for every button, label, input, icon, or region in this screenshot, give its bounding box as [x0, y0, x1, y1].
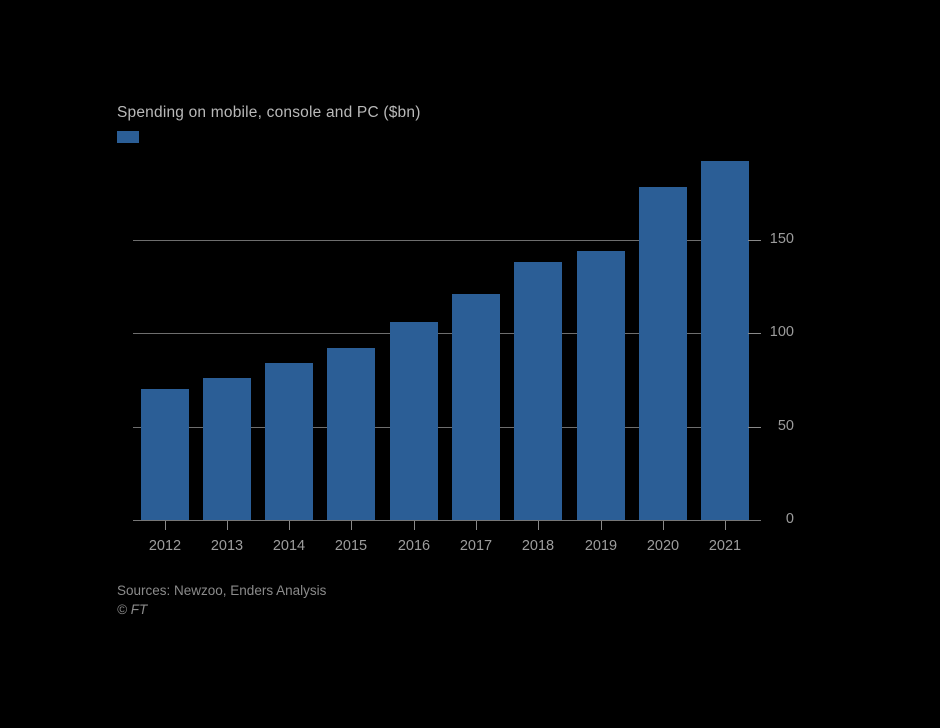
x-tick-2015	[351, 521, 352, 530]
source-note: Sources: Newzoo, Enders Analysis	[117, 583, 327, 598]
y-tick-150	[748, 240, 761, 241]
y-tick-100	[748, 333, 761, 334]
bar-2016	[390, 322, 438, 520]
bar-2014	[265, 363, 313, 520]
x-tick-label-2012: 2012	[148, 538, 182, 554]
bar-2020	[639, 187, 687, 520]
x-tick-label-2013: 2013	[210, 538, 244, 554]
x-tick-label-2018: 2018	[521, 538, 555, 554]
x-tick-label-2019: 2019	[584, 538, 618, 554]
x-tick-2020	[663, 521, 664, 530]
x-tick-2016	[414, 521, 415, 530]
bar-2013	[203, 378, 251, 520]
x-tick-label-2017: 2017	[459, 538, 493, 554]
gridline-100	[133, 333, 750, 334]
x-tick-2012	[165, 521, 166, 530]
x-tick-label-2015: 2015	[334, 538, 368, 554]
bar-2019	[577, 251, 625, 520]
y-tick-50	[748, 427, 761, 428]
x-tick-2021	[725, 521, 726, 530]
x-tick-label-2014: 2014	[272, 538, 306, 554]
y-tick-label-100: 100	[769, 324, 794, 340]
x-tick-2019	[601, 521, 602, 530]
bar-2012	[141, 389, 189, 520]
x-tick-2017	[476, 521, 477, 530]
x-tick-2014	[289, 521, 290, 530]
gridline-50	[133, 427, 750, 428]
x-tick-2018	[538, 521, 539, 530]
bar-2018	[514, 262, 562, 520]
x-tick-label-2021: 2021	[708, 538, 742, 554]
x-axis-line	[133, 520, 761, 521]
y-tick-label-0: 0	[785, 511, 794, 527]
bar-2015	[327, 348, 375, 520]
ft-credit: © FT	[117, 602, 148, 617]
bar-2017	[452, 294, 500, 520]
gridline-150	[133, 240, 750, 241]
legend-swatch	[117, 131, 139, 143]
y-tick-label-50: 50	[777, 418, 794, 434]
x-tick-label-2020: 2020	[646, 538, 680, 554]
chart-title: Spending on mobile, console and PC ($bn)	[117, 104, 421, 121]
x-tick-label-2016: 2016	[397, 538, 431, 554]
bar-2021	[701, 161, 749, 520]
y-tick-label-150: 150	[769, 231, 794, 247]
x-tick-2013	[227, 521, 228, 530]
